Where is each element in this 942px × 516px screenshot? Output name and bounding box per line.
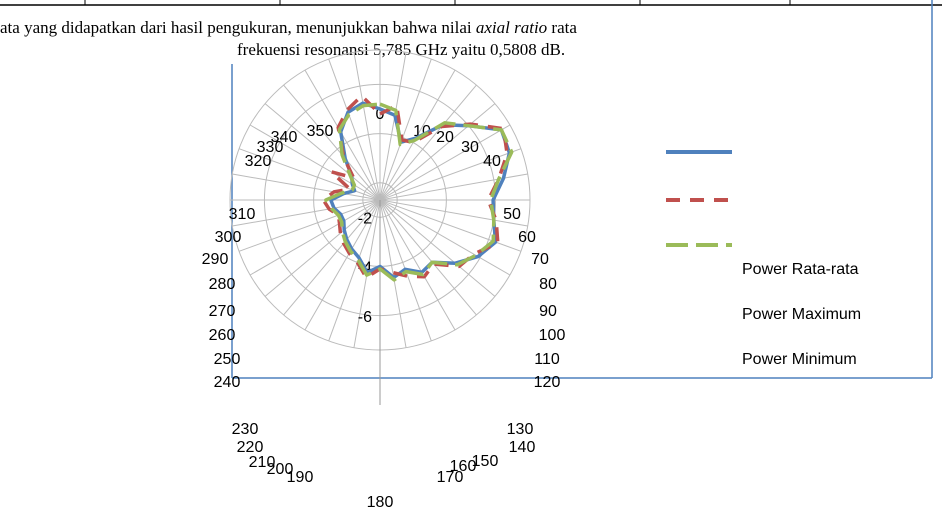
angle-label: 330: [257, 139, 284, 156]
spoke: [328, 58, 381, 201]
angle-label: 310: [229, 206, 256, 223]
angle-label: 200: [267, 461, 294, 478]
spoke: [379, 52, 407, 201]
angle-label: 120: [534, 374, 561, 391]
angle-label: 140: [509, 439, 536, 456]
angle-label: 270: [209, 303, 236, 320]
chart-border: [231, 0, 933, 379]
angle-label: 20: [436, 129, 454, 146]
angle-label: 100: [539, 327, 566, 344]
paragraph-line: frekuensi resonansi 5,785 GHz yaitu 0,58…: [237, 40, 565, 59]
angle-label: 290: [202, 251, 229, 268]
angle-label: 40: [483, 153, 501, 170]
angle-label: 230: [232, 421, 259, 438]
paragraph-line: ata yang didapatkan dari hasil pengukura…: [0, 18, 577, 37]
angle-label: 350: [307, 123, 334, 140]
spoke: [379, 199, 496, 297]
spoke: [379, 84, 477, 201]
angle-label: 280: [209, 276, 236, 293]
spoke: [328, 199, 381, 342]
angle-label: 60: [518, 229, 536, 246]
spoke: [264, 103, 381, 201]
angle-label: 250: [214, 351, 241, 368]
angle-label: 0: [376, 106, 385, 123]
angle-label: 320: [245, 153, 272, 170]
angle-label: 80: [539, 276, 557, 293]
spoke: [379, 199, 511, 276]
r-tick-label: -6: [358, 309, 372, 326]
text: ata yang didapatkan dari hasil pengukura…: [0, 18, 476, 37]
spoke: [232, 173, 381, 201]
text-italic: axial ratio: [476, 18, 547, 37]
angle-label: 150: [472, 453, 499, 470]
angle-label: 160: [450, 458, 477, 475]
angle-label: 300: [215, 229, 242, 246]
series-line: [324, 102, 514, 282]
angle-label: 130: [507, 421, 534, 438]
legend-label: Power Minimum: [742, 351, 857, 368]
angle-label: 110: [534, 351, 560, 368]
spoke: [379, 199, 407, 348]
spoke: [283, 84, 381, 201]
spoke: [379, 199, 456, 331]
spoke: [379, 124, 511, 201]
angle-label: 260: [209, 327, 236, 344]
spoke: [379, 199, 522, 252]
spoke: [304, 199, 381, 331]
angle-label: 190: [287, 469, 314, 486]
rule-ticks: [84, 0, 791, 5]
spoke: [283, 199, 381, 316]
text: rata: [547, 18, 577, 37]
angle-label: 90: [539, 303, 557, 320]
angle-label: 70: [531, 251, 549, 268]
angle-label: 240: [214, 374, 241, 391]
spoke: [264, 199, 381, 297]
angle-label: 340: [271, 129, 298, 146]
spoke: [249, 199, 381, 276]
angle-label: 210: [249, 454, 276, 471]
r-tick-label: -2: [358, 210, 372, 227]
spoke: [232, 199, 381, 227]
spoke: [379, 148, 522, 201]
spoke: [379, 199, 528, 227]
angle-label: 220: [237, 439, 264, 456]
legend-label: Power Maximum: [742, 306, 861, 323]
angle-label: 50: [503, 206, 521, 223]
spoke: [379, 58, 432, 201]
angle-label: 180: [367, 494, 394, 511]
angle-label: 30: [461, 139, 479, 156]
angle-label: 170: [437, 469, 464, 486]
spoke: [238, 199, 381, 252]
legend-label: Power Rata-rata: [742, 261, 859, 278]
spoke: [238, 148, 381, 201]
spoke: [379, 199, 477, 316]
spoke: [353, 52, 381, 201]
spoke: [379, 69, 456, 201]
spoke: [249, 124, 381, 201]
spoke: [379, 103, 496, 201]
